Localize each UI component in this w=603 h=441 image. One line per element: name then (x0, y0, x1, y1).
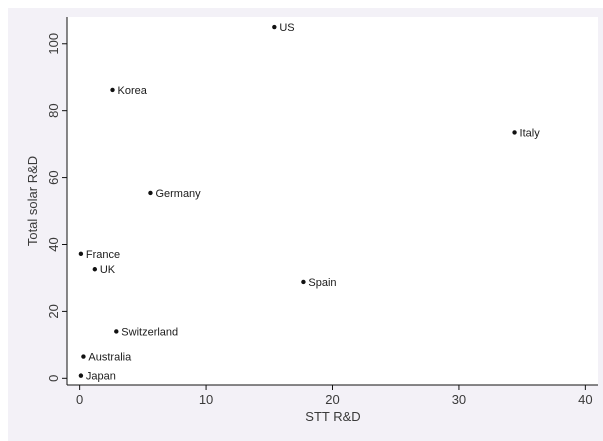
point-label: Switzerland (121, 326, 178, 338)
y-tick-label: 100 (46, 33, 61, 55)
point-marker (78, 373, 84, 378)
data-point: Spain (301, 277, 337, 289)
data-point: Korea (110, 85, 148, 97)
data-point: Italy (512, 127, 540, 139)
point-label: Australia (88, 352, 132, 364)
data-point: Japan (78, 371, 116, 383)
tick-marks: 0 10 20 30 40 0 20 40 60 80 100 (46, 33, 593, 407)
x-tick-label: 0 (76, 392, 83, 407)
plot-area (67, 17, 598, 385)
point-label: Italy (520, 127, 541, 139)
x-tick-label: 40 (578, 392, 592, 407)
y-tick-label: 20 (46, 304, 61, 318)
point-marker (81, 354, 86, 359)
y-tick-label: 0 (46, 375, 61, 382)
point-label: Japan (86, 371, 116, 383)
point-marker (114, 329, 119, 334)
point-label: Spain (308, 277, 336, 289)
point-marker (148, 190, 153, 196)
point-label: France (86, 249, 120, 261)
point-marker (512, 130, 517, 135)
data-point: US (272, 22, 295, 34)
x-axis-title: STT R&D (305, 409, 360, 424)
point-label: US (279, 22, 294, 34)
point-label: Korea (118, 85, 148, 97)
y-tick-label: 80 (46, 103, 61, 117)
point-marker (110, 87, 115, 93)
data-point: France (78, 249, 120, 261)
data-points: US Korea Italy Germany France UK Spain Switzerl… (78, 22, 540, 383)
y-tick-label: 40 (46, 237, 61, 251)
data-point: Australia (81, 352, 132, 364)
data-point: Switzerland (114, 326, 178, 338)
point-marker (92, 267, 98, 272)
point-marker (78, 251, 84, 257)
x-tick-label: 20 (325, 392, 339, 407)
point-label: Germany (155, 188, 201, 200)
data-point: Germany (148, 188, 201, 200)
data-point: UK (92, 264, 116, 276)
point-label: UK (100, 264, 116, 276)
x-tick-label: 10 (199, 392, 213, 407)
point-marker (301, 279, 306, 285)
point-marker (272, 24, 277, 30)
y-axis-title: Total solar R&D (25, 156, 40, 246)
y-tick-label: 60 (46, 170, 61, 184)
x-tick-label: 30 (452, 392, 466, 407)
